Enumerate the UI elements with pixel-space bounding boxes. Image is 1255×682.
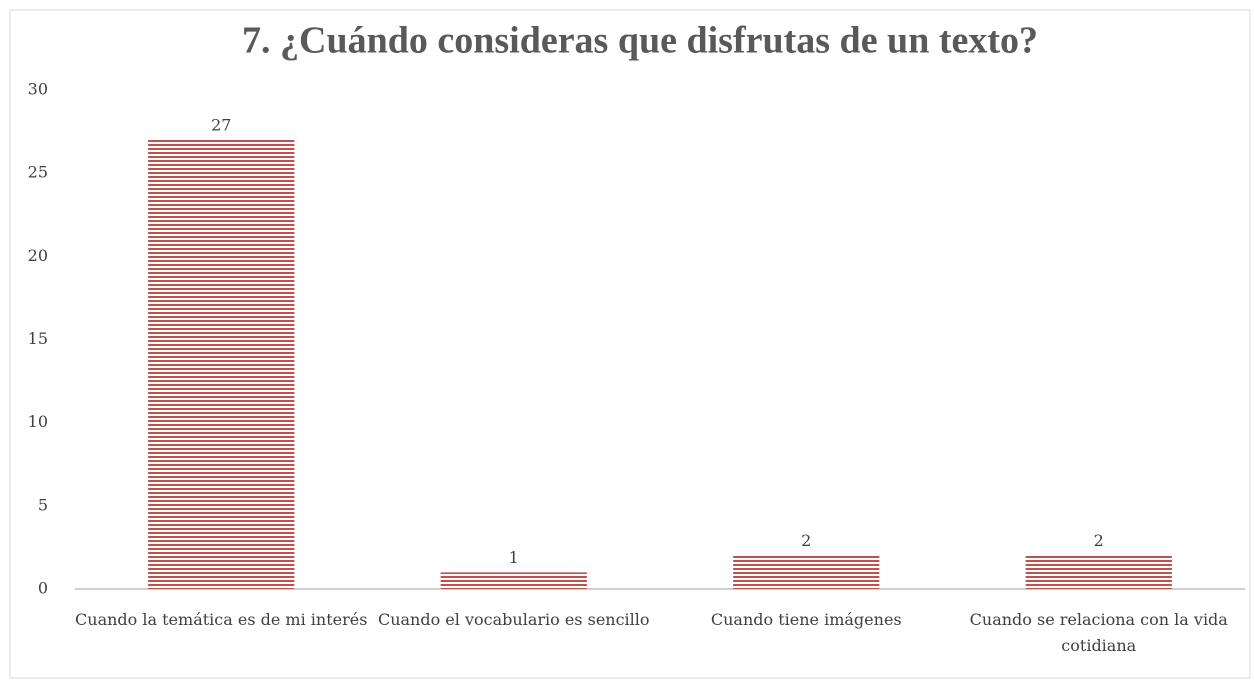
y-tick-label: 0	[38, 579, 48, 598]
y-tick-label: 20	[28, 246, 48, 265]
bar	[733, 555, 880, 589]
bar	[148, 139, 295, 589]
chart-border	[9, 9, 1251, 679]
y-tick-label: 10	[28, 412, 48, 431]
x-tick-label: Cuando la temática es de mi interés	[75, 610, 368, 629]
y-tick-label: 25	[28, 163, 48, 182]
x-tick-label: Cuando se relaciona con la vida cotidian…	[969, 610, 1228, 655]
y-tick-label: 15	[28, 329, 48, 348]
x-tick-label: Cuando tiene imágenes	[710, 610, 902, 629]
bar	[1025, 555, 1172, 589]
x-tick-label: Cuando el vocabulario es sencillo	[377, 610, 650, 629]
y-tick-label: 30	[28, 80, 48, 99]
data-label: 2	[1094, 531, 1104, 550]
data-label: 1	[509, 548, 519, 567]
y-tick-label: 5	[38, 495, 48, 514]
bar	[440, 572, 587, 589]
chart-title: 7. ¿Cuándo consideras que disfrutas de u…	[242, 20, 1038, 62]
data-label: 27	[211, 115, 231, 134]
data-label: 2	[801, 531, 811, 550]
